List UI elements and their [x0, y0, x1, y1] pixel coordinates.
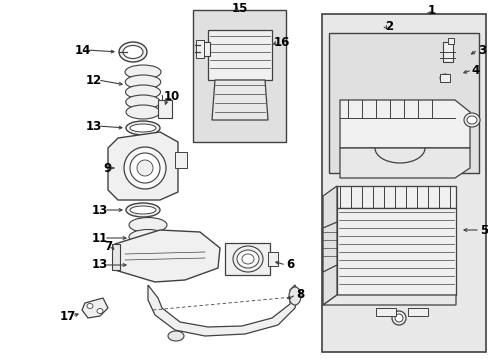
Text: 11: 11: [92, 231, 108, 244]
Ellipse shape: [125, 85, 160, 99]
Text: 6: 6: [285, 258, 293, 271]
Ellipse shape: [129, 217, 167, 233]
Bar: [407, 308, 427, 316]
Ellipse shape: [288, 287, 301, 305]
Polygon shape: [224, 243, 269, 275]
Ellipse shape: [130, 124, 156, 132]
Ellipse shape: [126, 105, 160, 119]
Ellipse shape: [242, 254, 253, 264]
Text: 17: 17: [60, 310, 76, 323]
Ellipse shape: [394, 314, 402, 322]
Ellipse shape: [137, 160, 153, 176]
Text: 10: 10: [163, 90, 180, 104]
Polygon shape: [112, 244, 120, 270]
Bar: [200, 42, 209, 56]
Polygon shape: [339, 100, 469, 148]
Bar: [175, 152, 186, 168]
Text: 2: 2: [384, 19, 392, 32]
Ellipse shape: [129, 242, 167, 256]
Polygon shape: [108, 132, 178, 200]
Ellipse shape: [130, 206, 156, 214]
Ellipse shape: [125, 75, 161, 89]
Ellipse shape: [123, 45, 142, 58]
Bar: [267, 252, 278, 266]
Text: 3: 3: [477, 44, 485, 57]
Text: 9: 9: [102, 162, 111, 175]
Ellipse shape: [391, 311, 405, 325]
Text: 16: 16: [273, 36, 289, 49]
Text: 13: 13: [92, 258, 108, 271]
Polygon shape: [323, 186, 336, 305]
Ellipse shape: [463, 113, 479, 127]
Ellipse shape: [124, 147, 165, 189]
Ellipse shape: [232, 246, 263, 272]
Ellipse shape: [237, 250, 259, 268]
Text: 15: 15: [231, 1, 248, 14]
Text: 4: 4: [471, 63, 479, 77]
Ellipse shape: [125, 65, 161, 79]
Polygon shape: [336, 208, 455, 295]
Polygon shape: [336, 186, 455, 208]
Ellipse shape: [126, 203, 160, 217]
Ellipse shape: [439, 74, 449, 82]
Polygon shape: [212, 80, 267, 120]
Ellipse shape: [168, 331, 183, 341]
Bar: [442, 42, 452, 62]
Ellipse shape: [131, 256, 164, 270]
Text: 1: 1: [427, 4, 435, 17]
PathPatch shape: [148, 285, 297, 336]
Polygon shape: [82, 298, 108, 318]
Polygon shape: [323, 222, 336, 272]
Polygon shape: [207, 30, 271, 80]
Ellipse shape: [125, 95, 160, 109]
Ellipse shape: [97, 309, 103, 314]
Polygon shape: [323, 295, 455, 305]
Bar: [196, 40, 203, 58]
Ellipse shape: [129, 230, 167, 244]
Bar: [439, 74, 449, 82]
Bar: [321, 14, 485, 352]
Ellipse shape: [119, 42, 147, 62]
Bar: [375, 308, 395, 316]
Ellipse shape: [135, 259, 161, 267]
Bar: [447, 38, 453, 44]
Bar: [193, 10, 285, 142]
Text: 7: 7: [104, 240, 112, 253]
Text: 8: 8: [295, 288, 304, 302]
Ellipse shape: [130, 153, 160, 183]
Ellipse shape: [126, 121, 160, 135]
Text: 13: 13: [92, 203, 108, 216]
Text: 5: 5: [479, 224, 487, 237]
Text: 14: 14: [75, 44, 91, 57]
Polygon shape: [339, 148, 469, 178]
Polygon shape: [115, 230, 220, 282]
Ellipse shape: [87, 303, 93, 309]
Text: 13: 13: [86, 120, 102, 132]
Text: 12: 12: [86, 73, 102, 86]
Ellipse shape: [466, 116, 476, 124]
Bar: [158, 100, 172, 118]
Bar: [328, 33, 478, 173]
